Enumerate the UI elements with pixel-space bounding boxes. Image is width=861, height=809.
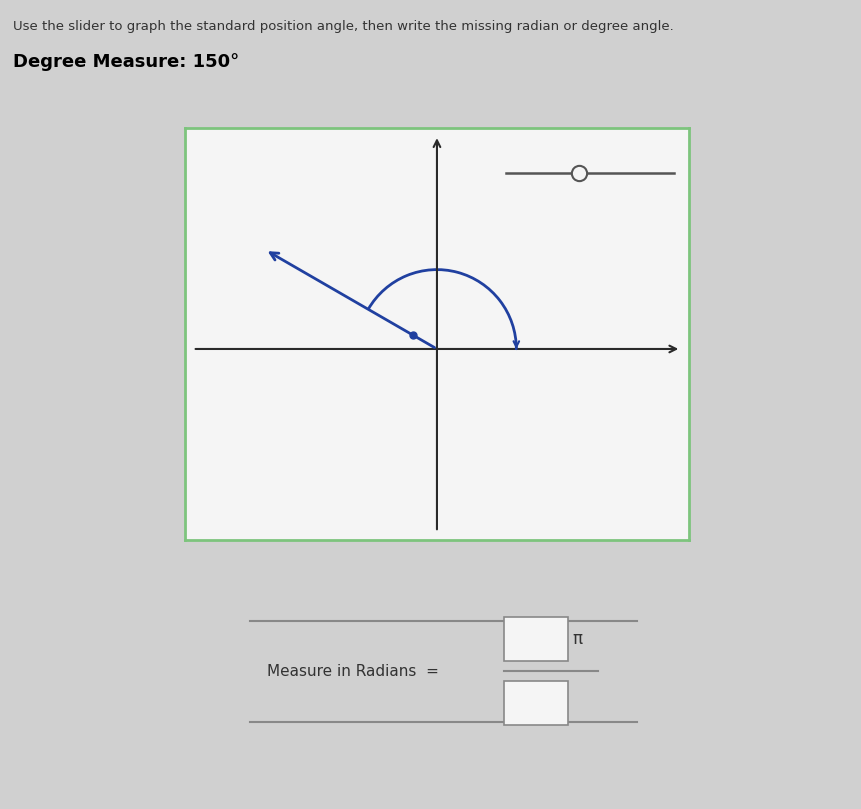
Text: Use the slider to graph the standard position angle, then write the missing radi: Use the slider to graph the standard pos…	[13, 20, 673, 33]
Text: π: π	[573, 630, 583, 648]
Text: Measure in Radians  =: Measure in Radians =	[267, 663, 439, 679]
Text: Degree Measure: 150°: Degree Measure: 150°	[13, 53, 239, 70]
